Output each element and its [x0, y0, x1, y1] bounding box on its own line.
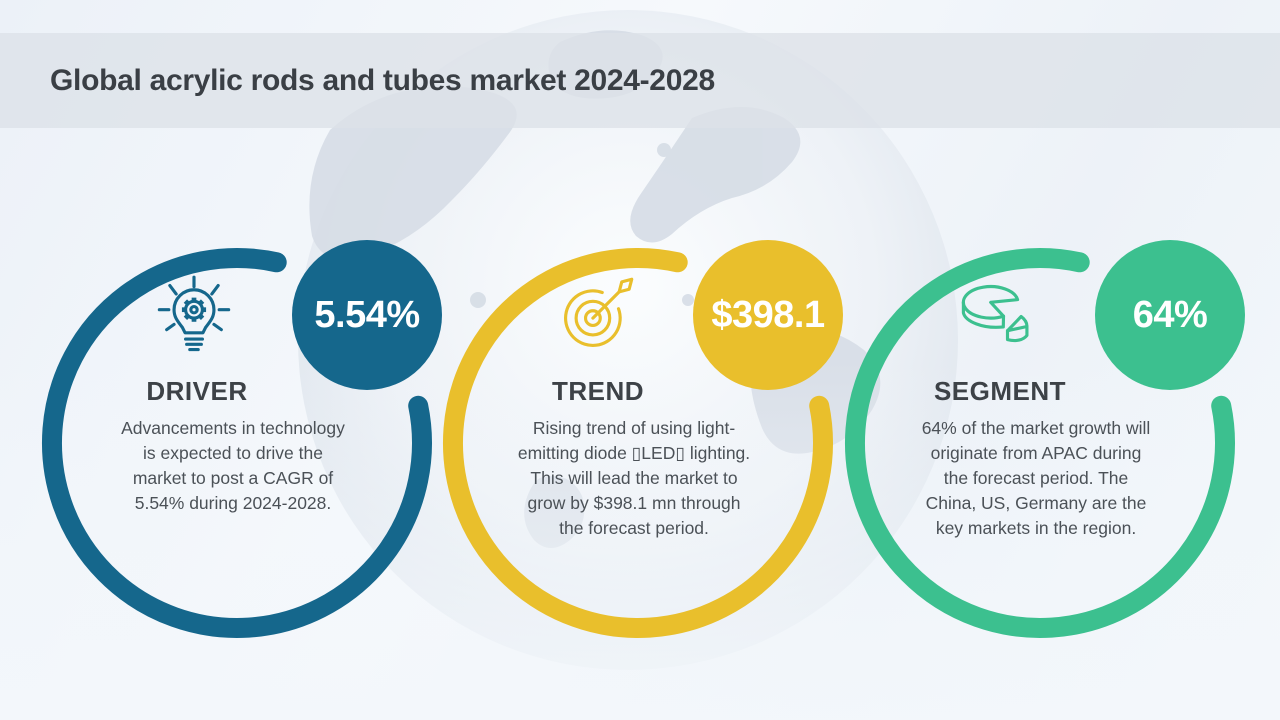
pie-chart-icon: [961, 284, 1029, 343]
trend-stat-value: $398.1: [711, 293, 825, 336]
driver-heading: DRIVER: [146, 375, 248, 406]
segment-description: 64% of the market growth will originate …: [921, 417, 1151, 538]
driver-stat-value: 5.54%: [314, 293, 420, 336]
segment-heading: SEGMENT: [933, 375, 1067, 406]
card-segment: 64% SEGMENT 64% of the market growth wil…: [840, 238, 1250, 678]
trend-heading: TREND: [551, 375, 645, 406]
segment-ring: [844, 248, 1235, 638]
driver-ring: [41, 248, 432, 638]
card-trend: $398.1 TREND Rising trend of using light…: [438, 238, 848, 678]
driver-stat-badge: 5.54%: [292, 240, 442, 390]
lightbulb-gear-icon: [157, 275, 231, 352]
card-driver: 5.54% DRIVER Advancements in technology …: [37, 238, 447, 678]
segment-stat-value: 64%: [1132, 293, 1208, 336]
title-band: Global acrylic rods and tubes market 202…: [0, 33, 1280, 128]
trend-stat-badge: $398.1: [693, 240, 843, 390]
segment-stat-badge: 64%: [1095, 240, 1245, 390]
driver-description: Advancements in technology is expected t…: [121, 417, 345, 513]
trend-ring: [442, 248, 833, 638]
trend-description: Rising trend of using light-emitting dio…: [517, 417, 751, 538]
page-title: Global acrylic rods and tubes market 202…: [50, 63, 715, 97]
target-arrow-icon: [564, 277, 634, 347]
